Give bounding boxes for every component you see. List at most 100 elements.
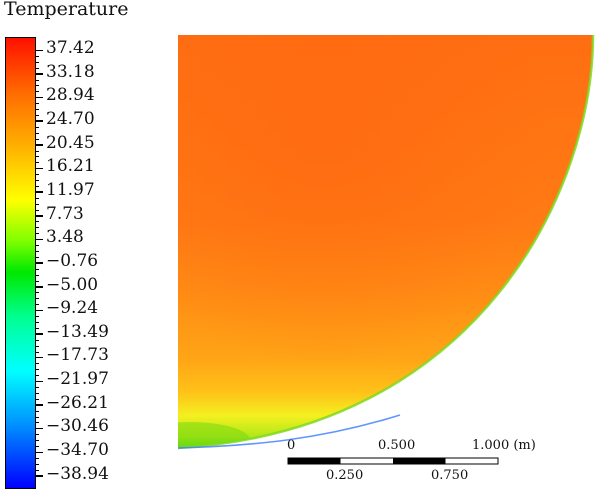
tick-label: −13.49 (46, 321, 109, 342)
minor-tick (36, 422, 39, 424)
minor-tick (36, 316, 39, 318)
tick-label: 11.97 (46, 179, 95, 200)
minor-tick (36, 55, 39, 57)
minor-tick (36, 185, 39, 187)
minor-tick (36, 446, 39, 448)
minor-tick (36, 327, 39, 329)
tick-mark (36, 215, 43, 217)
tick-mark (36, 404, 43, 406)
tick-label: 28.94 (46, 85, 95, 106)
tick-label: −21.97 (46, 369, 109, 390)
minor-tick (36, 245, 39, 247)
minor-tick (36, 440, 39, 442)
minor-tick (36, 203, 39, 205)
minor-tick (36, 292, 39, 294)
minor-tick (36, 274, 39, 276)
scale-label-top: 0.500 (378, 438, 416, 453)
tick-label: 33.18 (46, 61, 95, 82)
scale-label-top: 1.000 (m) (472, 438, 536, 453)
tick-label: −26.21 (46, 392, 109, 413)
minor-tick (36, 251, 39, 253)
minor-tick (36, 345, 39, 347)
minor-tick (36, 268, 39, 270)
tick-label: −30.46 (46, 416, 109, 437)
tick-label: 20.45 (46, 132, 95, 153)
tick-mark (36, 167, 43, 170)
minor-tick (36, 256, 39, 258)
tick-label: −34.70 (46, 440, 109, 461)
tick-mark (36, 286, 43, 288)
domain-boundary-arc (177, 34, 595, 450)
tick-mark (36, 333, 43, 335)
minor-tick (36, 103, 39, 105)
minor-tick (36, 209, 39, 211)
tick-mark (36, 475, 43, 477)
tick-mark (36, 191, 43, 193)
minor-tick (36, 221, 39, 223)
minor-tick (36, 363, 39, 365)
minor-tick (36, 434, 39, 436)
tick-mark (36, 262, 43, 264)
tick-label: 37.42 (46, 38, 95, 58)
tick-label: −17.73 (46, 345, 109, 366)
minor-tick (36, 463, 39, 465)
tick-mark (36, 451, 43, 454)
minor-tick (36, 321, 39, 323)
tick-mark (36, 73, 43, 75)
minor-tick (36, 162, 39, 164)
minor-tick (36, 304, 39, 306)
minor-tick (36, 174, 39, 176)
tick-label: 7.73 (46, 203, 84, 224)
minor-tick (36, 126, 39, 128)
tick-mark (36, 309, 43, 312)
tick-label: −0.76 (46, 250, 99, 271)
minor-tick (36, 197, 39, 199)
minor-tick (36, 156, 39, 158)
tick-label: −38.94 (46, 463, 109, 484)
tick-mark (36, 49, 43, 51)
domain-boundary-cold-edge (177, 414, 401, 449)
minor-tick (36, 351, 39, 353)
minor-tick (36, 132, 39, 134)
minor-tick (36, 457, 39, 459)
minor-tick (36, 410, 39, 412)
tick-mark (36, 144, 43, 146)
minor-tick (36, 138, 39, 140)
minor-tick (36, 227, 39, 229)
minor-tick (36, 469, 39, 471)
minor-tick (36, 61, 39, 63)
tick-label: 24.70 (46, 108, 95, 129)
tick-label: −5.00 (46, 274, 99, 295)
tick-mark (36, 427, 43, 430)
tick-label: 3.48 (46, 227, 84, 248)
minor-tick (36, 91, 39, 93)
minor-tick (36, 150, 39, 152)
minor-tick (36, 369, 39, 371)
minor-tick (36, 180, 39, 182)
minor-tick (36, 339, 39, 341)
minor-tick (36, 233, 39, 235)
scale-label-bottom: 0.750 (431, 468, 469, 483)
tick-mark (36, 356, 43, 359)
minor-tick (36, 67, 39, 69)
tick-mark (36, 380, 43, 383)
minor-tick (36, 398, 39, 400)
minor-tick (36, 115, 39, 117)
tick-label: 16.21 (46, 156, 95, 177)
minor-tick (36, 79, 39, 81)
minor-tick (36, 109, 39, 111)
low-temperature-corner (178, 422, 250, 448)
legend-title: Temperature (4, 0, 129, 20)
scale-label-top: 0 (287, 438, 296, 453)
scale-label-bottom: 0.250 (326, 468, 364, 483)
minor-tick (36, 416, 39, 418)
tick-label: −9.24 (46, 298, 99, 319)
minor-tick (36, 280, 39, 282)
color-scale-bar (5, 37, 36, 489)
minor-tick (36, 387, 39, 388)
minor-tick (36, 392, 39, 394)
minor-tick (36, 375, 39, 377)
minor-tick (36, 85, 39, 87)
